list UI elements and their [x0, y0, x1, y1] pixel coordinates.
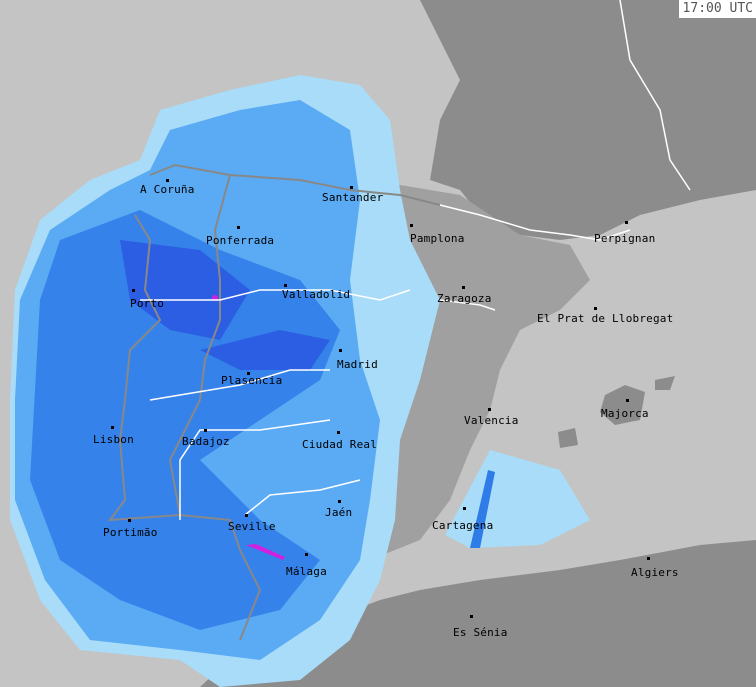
- city-dot: [237, 226, 240, 229]
- city-dot: [111, 426, 114, 429]
- city-dot: [463, 507, 466, 510]
- city-label: Pamplona: [410, 232, 465, 245]
- city-dot: [132, 289, 135, 292]
- land-africa: [200, 540, 756, 687]
- city-label: Majorca: [601, 407, 649, 420]
- city-label: Valencia: [464, 414, 519, 427]
- border-pyrenees: [439, 204, 631, 241]
- city-label: Madrid: [337, 358, 378, 371]
- land-france: [420, 0, 756, 240]
- city-label: Ponferrada: [206, 234, 275, 247]
- city-dot: [470, 615, 473, 618]
- city-label: Málaga: [286, 565, 327, 578]
- border-portugal-spain: [107, 163, 441, 641]
- city-dot: [305, 553, 308, 556]
- city-label: Lisbon: [93, 433, 134, 446]
- city-dot: [338, 500, 341, 503]
- city-label: A Coruña: [140, 183, 195, 196]
- city-label: Portimão: [103, 526, 158, 539]
- land-majorca: [600, 385, 645, 425]
- city-dot: [410, 224, 413, 227]
- radar-cartagena-streak: [470, 470, 495, 548]
- city-label: Valladolid: [282, 288, 351, 301]
- radar-coverage-heavy: [120, 240, 330, 370]
- city-dot: [350, 186, 353, 189]
- city-dot: [247, 372, 250, 375]
- land-minorca: [655, 376, 675, 390]
- city-label: El Prat de Llobregat: [537, 312, 674, 325]
- city-label: Cartagena: [432, 519, 494, 532]
- border-regions: [140, 0, 691, 520]
- city-label: Ciudad Real: [302, 438, 378, 451]
- city-dot: [204, 429, 207, 432]
- city-label: Badajoz: [182, 435, 230, 448]
- city-label: Zaragoza: [437, 292, 492, 305]
- city-dot: [284, 284, 287, 287]
- city-label: Es Sénia: [453, 626, 508, 639]
- city-dot: [337, 431, 340, 434]
- city-dot: [339, 349, 342, 352]
- city-label: Santander: [322, 191, 384, 204]
- city-label: Seville: [228, 520, 276, 533]
- city-label: Jaén: [325, 506, 353, 519]
- city-label: Algiers: [631, 566, 679, 579]
- city-dot: [625, 221, 628, 224]
- city-dot: [462, 286, 465, 289]
- city-dot: [128, 519, 131, 522]
- radar-extreme-streak: [246, 544, 285, 560]
- city-label: Porto: [130, 297, 165, 310]
- land-ibiza: [558, 428, 578, 448]
- timestamp-label: 17:00 UTC: [678, 0, 756, 18]
- radar-coverage-strong: [30, 210, 340, 630]
- city-dot: [594, 307, 597, 310]
- city-dot: [166, 179, 169, 182]
- city-label: Plasencia: [221, 374, 283, 387]
- city-label: Perpignan: [594, 232, 656, 245]
- city-dot: [626, 399, 629, 402]
- city-dot: [488, 408, 491, 411]
- city-dot: [245, 514, 248, 517]
- city-dot: [647, 557, 650, 560]
